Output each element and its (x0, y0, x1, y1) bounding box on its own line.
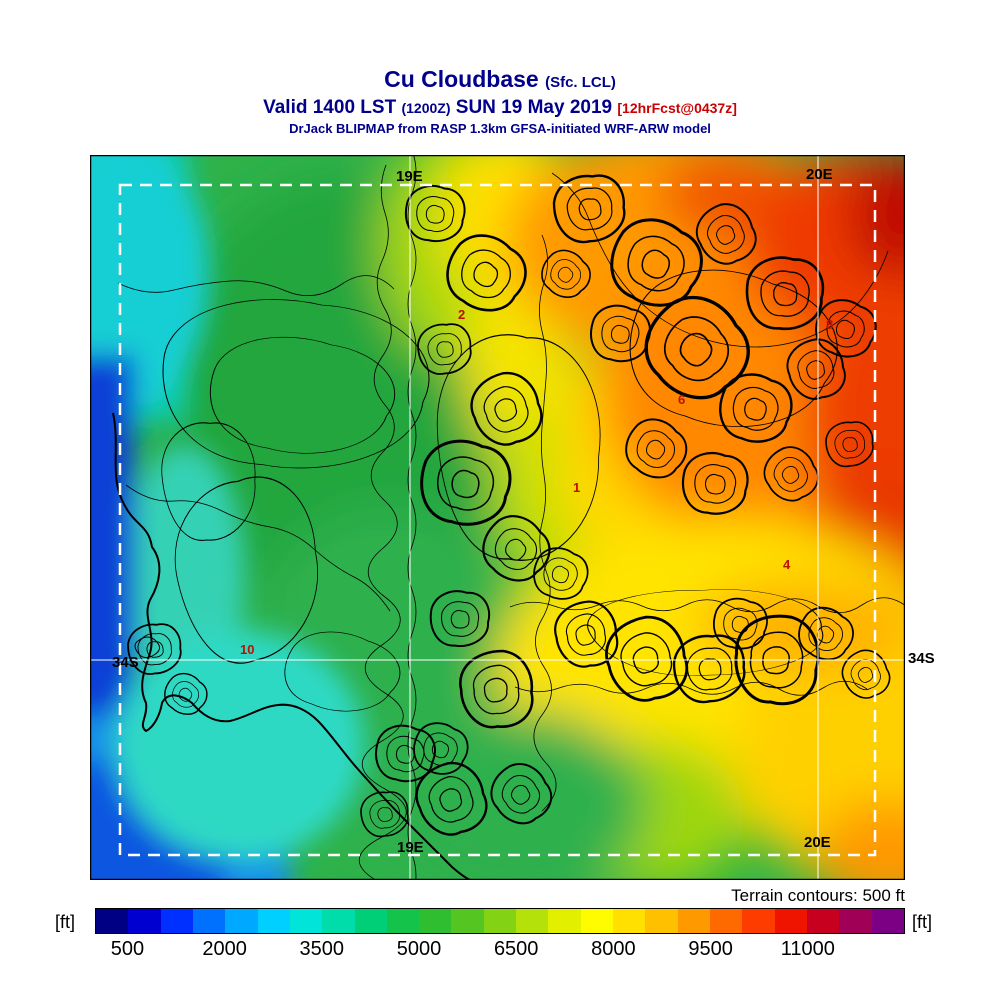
cloudbase-value-label: 10 (240, 642, 254, 657)
grid-label-34s-right: 34S (908, 650, 935, 667)
valid-prefix: Valid 1400 LST (263, 97, 397, 118)
cloudbase-color-field (90, 155, 905, 880)
colorbar-unit-left: [ft] (55, 912, 76, 932)
graticule (90, 155, 905, 880)
thin-contour-lines (117, 155, 905, 880)
colorbar-unit-right: [ft] (912, 912, 933, 932)
colorbar-tick: 500 (110, 938, 145, 960)
cloudbase-value-label: 6 (678, 392, 685, 407)
grid-label-34s-left: 34S (112, 654, 139, 671)
map-frame (90, 155, 905, 880)
page-title: Cu Cloudbase (Sfc. LCL) (0, 66, 1000, 96)
cloudbase-value-label: 1 (573, 480, 580, 495)
map-area: 19E 20E 34S 19E 20E 2 8 6 1 4 10 (90, 155, 905, 880)
domain-boundary-dashed (118, 183, 877, 857)
cloudbase-map: 19E 20E 34S 19E 20E 2 8 6 1 4 10 (90, 155, 905, 880)
valid-zulu: (1200Z) (401, 100, 451, 116)
coastline (112, 412, 471, 880)
colorbar-tick: 9500 (688, 938, 733, 960)
colorbar-tick: 8000 (591, 938, 636, 960)
grid-label-19e-bottom: 19E (397, 839, 424, 856)
forecast-tag: [12hrFcst@0437z] (617, 100, 737, 116)
lagoon-outline (134, 636, 160, 659)
colorbar-tick-labels: 500 2000 3500 5000 6500 8000 9500 11000 (95, 938, 905, 964)
colorbar-gradient (95, 908, 905, 934)
colorbar-tick: 2000 (202, 938, 247, 960)
terrain-contours-layer (112, 155, 905, 880)
title-main: Cu Cloudbase (384, 66, 539, 92)
grid-label-20e-top: 20E (806, 166, 833, 183)
header: Cu Cloudbase (Sfc. LCL) Valid 1400 LST (… (0, 66, 1000, 138)
cloudbase-value-label: 4 (783, 557, 791, 572)
cloudbase-value-label: 2 (458, 307, 465, 322)
colorbar-tick: 11000 (780, 938, 835, 960)
terrain-contours-note: Terrain contours: 500 ft (731, 886, 905, 905)
colorbar-tick: 3500 (299, 938, 345, 960)
valid-date: SUN 19 May 2019 (455, 97, 613, 118)
grid-label-20e-bottom: 20E (804, 834, 831, 851)
grid-label-19e-top: 19E (396, 168, 423, 185)
title-suffix: (Sfc. LCL) (545, 74, 616, 91)
valid-time-line: Valid 1400 LST (1200Z) SUN 19 May 2019 [… (0, 96, 1000, 120)
cloudbase-value-label: 8 (826, 317, 833, 332)
colorbar-tick: 5000 (396, 938, 442, 960)
model-line: DrJack BLIPMAP from RASP 1.3km GFSA-init… (289, 121, 711, 136)
colorbar-tick: 6500 (493, 938, 539, 960)
